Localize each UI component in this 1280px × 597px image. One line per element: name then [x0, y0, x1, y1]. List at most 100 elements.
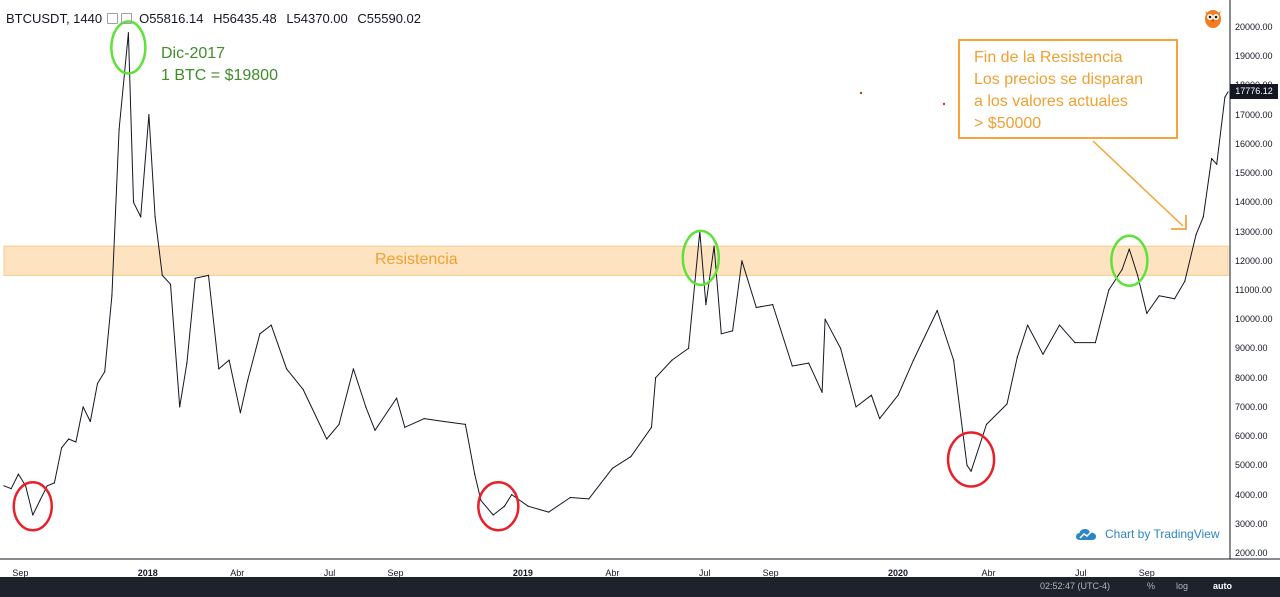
symbol-label[interactable]: BTCUSDT, 1440 — [6, 11, 103, 26]
resistance-band — [3, 245, 1229, 276]
price-tick-label: 17000.00 — [1235, 109, 1273, 120]
tradingview-cloud-icon — [1076, 529, 1096, 540]
time-tick-label: Abr — [230, 568, 245, 578]
high-value: H56435.48 — [213, 11, 277, 26]
symbol-header: BTCUSDT, 1440 O55816.14 H56435.48 L54370… — [6, 11, 427, 26]
price-point — [936, 309, 938, 312]
price-point — [1128, 248, 1130, 250]
price-tick-label: 19000.00 — [1235, 51, 1273, 62]
price-point — [3, 485, 5, 487]
price-point — [1042, 353, 1044, 355]
price-tick-label: 3000.00 — [1235, 518, 1268, 529]
price-tick-label: 7000.00 — [1235, 401, 1268, 412]
close-value: C55590.02 — [357, 11, 422, 26]
price-tick-label: 5000.00 — [1235, 460, 1268, 471]
price-point — [1174, 298, 1176, 300]
log-scale-toggle[interactable]: log — [1176, 581, 1189, 591]
price-point — [611, 467, 614, 469]
price-point — [1016, 356, 1018, 358]
annotation-circles — [12, 20, 1149, 532]
auto-scale-toggle[interactable]: auto — [1213, 581, 1232, 591]
price-point — [32, 514, 34, 516]
price-point — [772, 304, 774, 306]
price-point — [953, 359, 955, 361]
price-point — [569, 496, 571, 499]
open-value: O55816.14 — [139, 11, 204, 26]
percent-scale-toggle[interactable]: % — [1147, 581, 1156, 591]
price-point — [443, 420, 445, 423]
price-point — [82, 406, 84, 408]
price-point — [840, 347, 842, 349]
price-point — [821, 391, 823, 393]
price-point — [1058, 324, 1061, 326]
price-point — [1006, 403, 1008, 405]
price-point — [511, 494, 513, 496]
price-point — [970, 470, 972, 472]
price-point — [218, 368, 220, 370]
price-point — [140, 216, 142, 218]
owl-icon[interactable] — [1203, 7, 1223, 29]
price-point — [671, 359, 673, 361]
price-point — [10, 488, 12, 490]
price-point — [46, 485, 48, 487]
price-point — [630, 456, 632, 458]
price-tick-label: 15000.00 — [1235, 168, 1273, 179]
price-point — [732, 330, 734, 332]
price-point — [161, 274, 163, 276]
price-point — [270, 324, 272, 326]
price-point — [326, 438, 328, 440]
price-tick-label: 11000.00 — [1235, 285, 1272, 295]
price-point — [89, 420, 91, 423]
price-point — [480, 499, 482, 501]
price-point — [423, 418, 425, 420]
time-tick-label: Sep — [12, 568, 29, 578]
peak-annotation: Dic-2017 1 BTC = $19800 — [161, 43, 278, 87]
price-point — [239, 412, 241, 414]
visibility-icon[interactable] — [121, 13, 133, 24]
time-tick-label: 2019 — [512, 568, 533, 578]
price-point — [127, 32, 129, 34]
price-point — [1108, 289, 1110, 291]
bottom-circle — [946, 431, 996, 488]
price-tick-label: 13000.00 — [1235, 226, 1273, 237]
price-point — [527, 505, 529, 507]
time-tick-label: Sep — [1138, 568, 1155, 578]
price-point — [53, 482, 56, 484]
price-point — [1202, 216, 1204, 218]
callout-line: Los precios se disparan — [974, 71, 1143, 88]
price-point — [374, 429, 376, 431]
price-point — [808, 362, 810, 364]
peak-circle — [681, 229, 721, 287]
price-point — [286, 368, 288, 370]
price-point — [111, 295, 113, 297]
price-point — [548, 511, 550, 513]
callout-arrow-shaft — [1092, 140, 1184, 227]
price-point — [132, 201, 135, 203]
time-tick-label: Sep — [762, 568, 779, 578]
callout-line: a los valores actuales — [974, 93, 1128, 110]
resistance-label: Resistencia — [375, 251, 458, 268]
price-point — [1195, 233, 1197, 236]
price-point — [1146, 312, 1148, 314]
price-point — [1121, 268, 1123, 271]
settings-icon[interactable] — [107, 13, 119, 24]
callout-arrow-head — [1171, 215, 1187, 230]
price-point — [1074, 342, 1076, 344]
price-point — [588, 498, 590, 500]
price-point — [194, 277, 196, 279]
price-point — [1094, 342, 1096, 344]
peak-date-label: Dic-2017 — [161, 45, 226, 62]
price-point — [247, 380, 249, 382]
price-point — [1184, 280, 1186, 282]
price-point — [912, 359, 915, 361]
bottom-toolbar: 02:52:47 (UTC-4) % log auto — [0, 577, 1280, 597]
price-point — [338, 423, 340, 425]
price-point — [404, 426, 406, 428]
price-point — [186, 362, 188, 364]
price-point — [207, 274, 210, 276]
clock-label[interactable]: 02:52:47 (UTC-4) — [1040, 581, 1111, 591]
low-value: L54370.00 — [286, 11, 348, 26]
tradingview-branding[interactable]: Chart by TradingView — [1075, 527, 1220, 541]
bottom-circle — [477, 480, 520, 532]
